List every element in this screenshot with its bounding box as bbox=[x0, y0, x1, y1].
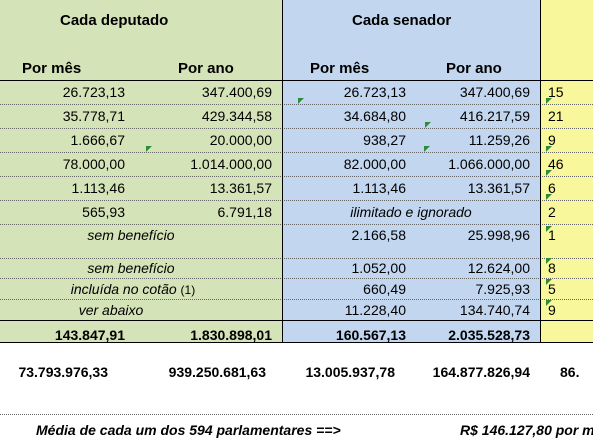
senador-ano-cell: 13.361,57 bbox=[467, 180, 530, 196]
table-row: 35.778,71 429.344,58 34.684,80 416.217,5… bbox=[0, 104, 593, 129]
table-row: 1.113,46 13.361,57 1.113,46 13.361,57 6 bbox=[0, 176, 593, 201]
deputado-mes-cell: 35.778,71 bbox=[62, 108, 125, 124]
column-divider bbox=[540, 0, 541, 342]
table-row: ver abaixo 11.228,40 134.740,74 9 bbox=[0, 300, 593, 320]
table-row: 26.723,13 347.400,69 26.723,13 347.400,6… bbox=[0, 80, 593, 105]
deputado-ano-cell: 20.000,00 bbox=[209, 132, 272, 148]
deputado-mes-grand: 73.793.976,33 bbox=[18, 364, 108, 380]
comment-marker-icon[interactable] bbox=[546, 170, 552, 176]
deputado-span-cell: incluída no cotão (1) bbox=[0, 279, 274, 299]
total-cell: 15 bbox=[548, 84, 564, 100]
table-row: incluída no cotão (1) 660,49 7.925,93 5 bbox=[0, 279, 593, 300]
comment-marker-icon[interactable] bbox=[546, 300, 552, 306]
total-cell: 9 bbox=[548, 132, 556, 148]
deputado-span-cell: sem benefício bbox=[87, 227, 175, 243]
senador-ano-cell: 416.217,59 bbox=[459, 108, 530, 124]
senador-mes-grand: 13.005.937,78 bbox=[305, 364, 395, 380]
deputado-ano-cell: 6.791,18 bbox=[217, 204, 273, 220]
senador-mes-cell: 26.723,13 bbox=[343, 84, 406, 100]
senador-mes-cell: 1.113,46 bbox=[352, 180, 406, 196]
header-rule bbox=[0, 80, 593, 81]
table-row: sem benefício 2.166,58 25.998,96 1 bbox=[0, 224, 593, 259]
total-cell: 2 bbox=[548, 204, 556, 220]
table-row: 565,93 6.791,18 ilimitado e ignorado 2 bbox=[0, 200, 593, 225]
footer-average-label: Média de cada um dos 594 parlamentares =… bbox=[36, 422, 341, 438]
total-cell: 1 bbox=[548, 227, 556, 243]
comment-marker-icon[interactable] bbox=[546, 194, 552, 200]
senador-ano-cell: 11.259,26 bbox=[468, 132, 530, 148]
deputado-mes-cell: 1.113,46 bbox=[71, 180, 125, 196]
senador-por-mes-header: Por mês bbox=[310, 60, 370, 77]
total-cell: 6 bbox=[548, 180, 556, 196]
senador-ano-cell: 12.624,00 bbox=[467, 260, 530, 276]
totals-rule bbox=[0, 320, 593, 321]
deputado-mes-cell: 26.723,13 bbox=[62, 84, 125, 100]
senador-mes-cell: 82.000,00 bbox=[343, 156, 406, 172]
senador-header: Cada senador bbox=[352, 12, 452, 29]
grand-rule bbox=[0, 342, 593, 343]
senador-por-ano-header: Por ano bbox=[446, 60, 502, 77]
deputado-span-cell: ver abaixo bbox=[78, 302, 144, 318]
comment-marker-icon[interactable] bbox=[424, 146, 430, 152]
deputado-ano-cell: 347.400,69 bbox=[201, 84, 272, 100]
table-row: 1.666,67 20.000,00 938,27 11.259,26 9 bbox=[0, 128, 593, 153]
comment-marker-icon[interactable] bbox=[546, 258, 552, 264]
comment-marker-icon[interactable] bbox=[146, 146, 152, 152]
comment-marker-icon[interactable] bbox=[546, 146, 552, 152]
total-cell: 21 bbox=[548, 108, 564, 124]
senador-ano-cell: 25.998,96 bbox=[467, 227, 530, 243]
total-grand: 86. bbox=[560, 364, 580, 380]
grand-totals-row: 73.793.976,33 939.250.681,63 13.005.937,… bbox=[0, 360, 593, 384]
senador-ano-grand: 164.877.826,94 bbox=[432, 364, 530, 380]
comment-marker-icon[interactable] bbox=[546, 279, 552, 285]
deputado-mes-cell: 78.000,00 bbox=[62, 156, 125, 172]
comment-marker-icon[interactable] bbox=[298, 98, 304, 104]
deputado-mes-cell: 1.666,67 bbox=[70, 132, 126, 148]
senador-mes-cell: 34.684,80 bbox=[343, 108, 406, 124]
deputado-ano-cell: 13.361,57 bbox=[209, 180, 272, 196]
total-cell: 5 bbox=[548, 281, 556, 297]
deputado-ano-cell: 429.344,58 bbox=[201, 108, 272, 124]
senador-column-band bbox=[282, 0, 540, 342]
deputado-ano-cell: 1.014.000,00 bbox=[190, 156, 272, 172]
deputado-column-band bbox=[0, 0, 282, 342]
senador-mes-total: 160.567,13 bbox=[335, 327, 406, 343]
footer-summary: Média de cada um dos 594 parlamentares =… bbox=[0, 420, 593, 440]
senador-ano-cell: 134.740,74 bbox=[459, 302, 530, 318]
footnote-marker: (1) bbox=[180, 283, 196, 297]
deputado-por-ano-header: Por ano bbox=[178, 60, 234, 77]
table-row: 78.000,00 1.014.000,00 82.000,00 1.066.0… bbox=[0, 152, 593, 177]
senador-mes-cell: 1.052,00 bbox=[351, 260, 407, 276]
deputado-span-text: incluída no cotão bbox=[70, 281, 177, 297]
deputado-header: Cada deputado bbox=[60, 12, 169, 29]
deputado-mes-cell: 565,93 bbox=[82, 204, 125, 220]
deputado-ano-grand: 939.250.681,63 bbox=[168, 364, 266, 380]
deputado-mes-total: 143.847,91 bbox=[54, 327, 125, 343]
senador-ano-total: 2.035.528,73 bbox=[448, 327, 530, 343]
total-cell: 9 bbox=[548, 302, 556, 318]
totals-row: 143.847,91 1.830.898,01 160.567,13 2.035… bbox=[0, 323, 593, 347]
deputado-ano-total: 1.830.898,01 bbox=[190, 327, 272, 343]
senador-ano-cell: 1.066.000,00 bbox=[448, 156, 530, 172]
table-row: sem benefício 1.052,00 12.624,00 8 bbox=[0, 258, 593, 279]
senador-mes-cell: 938,27 bbox=[363, 132, 406, 148]
senador-ano-cell: 347.400,69 bbox=[459, 84, 530, 100]
senador-mes-cell: 2.166,58 bbox=[351, 227, 407, 243]
senador-ano-cell: 7.925,93 bbox=[475, 281, 531, 297]
total-cell: 46 bbox=[548, 156, 564, 172]
comment-marker-icon[interactable] bbox=[546, 226, 552, 232]
senador-mes-cell: 660,49 bbox=[363, 281, 406, 297]
column-divider bbox=[282, 0, 283, 342]
total-cell: 8 bbox=[548, 260, 556, 276]
footer-average-value: R$ 146.127,80 por mê bbox=[460, 422, 593, 438]
senador-mes-cell: 11.228,40 bbox=[344, 302, 406, 318]
footer-separator bbox=[0, 414, 593, 415]
deputado-por-mes-header: Por mês bbox=[22, 60, 82, 77]
senador-span-cell: ilimitado e ignorado bbox=[350, 204, 472, 220]
comment-marker-icon[interactable] bbox=[425, 122, 431, 128]
deputado-span-cell: sem benefício bbox=[87, 260, 175, 276]
comment-marker-icon[interactable] bbox=[546, 98, 552, 104]
